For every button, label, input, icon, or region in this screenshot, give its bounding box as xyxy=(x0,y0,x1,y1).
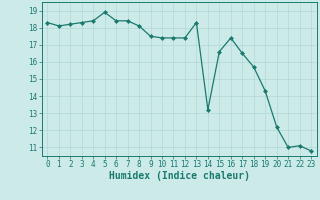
X-axis label: Humidex (Indice chaleur): Humidex (Indice chaleur) xyxy=(109,171,250,181)
